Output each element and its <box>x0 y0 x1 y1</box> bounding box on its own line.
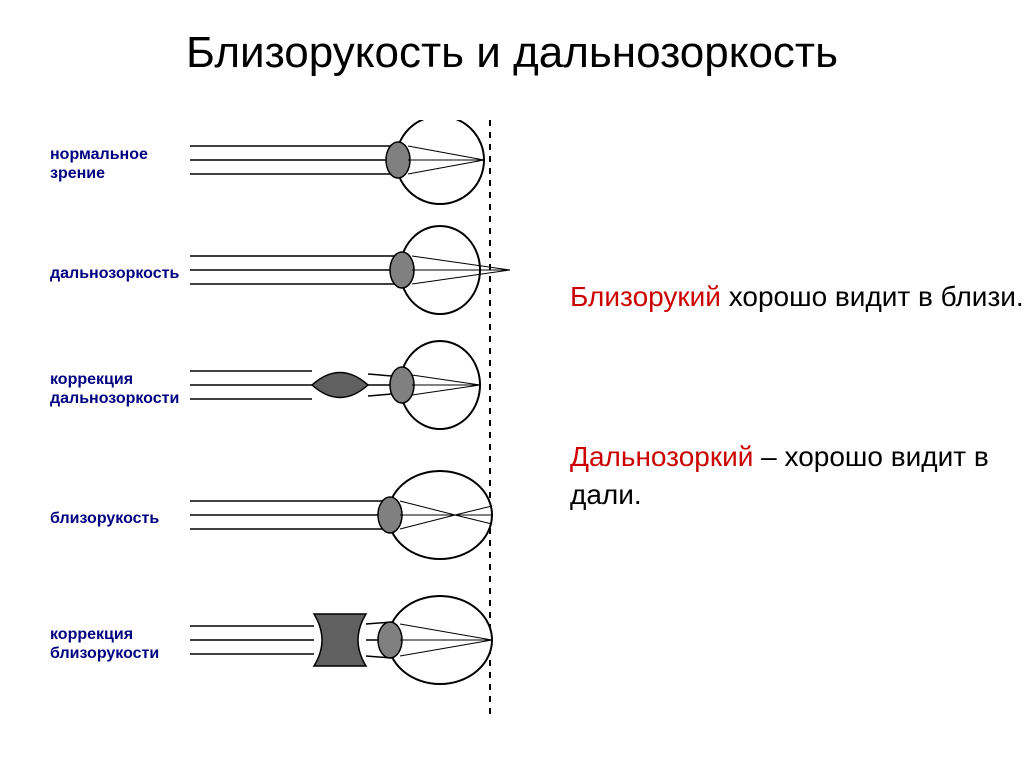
side-text-hyperopic: Дальнозоркий – хорошо видит в дали. <box>570 438 1024 514</box>
label-hyperopia-correction: коррекциядальнозоркости <box>50 370 179 408</box>
row-normal <box>190 120 484 204</box>
row-myopia <box>190 471 492 559</box>
diagram-area: нормальноезрение дальнозоркость коррекци… <box>50 120 540 720</box>
label-hyperopia: дальнозоркость <box>50 264 179 283</box>
row-myopia-correction <box>190 596 492 684</box>
hyper-red: Дальнозоркий <box>570 441 753 472</box>
label-myopia: близорукость <box>50 509 159 528</box>
label-normal: нормальноезрение <box>50 145 148 183</box>
label-myopia-correction: коррекцияблизорукости <box>50 625 159 663</box>
side-text-myopic: Близорукий хорошо видит в близи. <box>570 278 1024 316</box>
myopic-red: Близорукий <box>570 281 721 312</box>
convex-lens-icon <box>312 373 368 398</box>
row-hyperopia-correction <box>190 341 480 429</box>
page-title: Близорукость и дальнозоркость <box>0 28 1024 78</box>
myopic-rest: хорошо видит в близи. <box>721 281 1024 312</box>
row-hyperopia <box>190 226 510 314</box>
concave-lens-icon <box>314 614 366 666</box>
